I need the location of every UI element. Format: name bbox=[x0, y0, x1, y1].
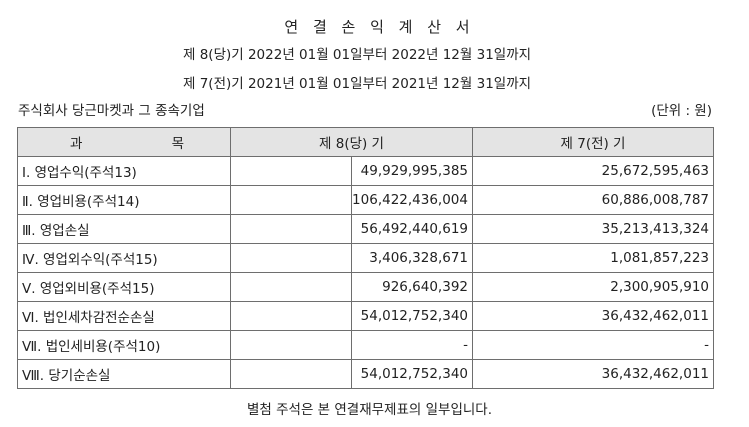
row-prior-value: 36,432,462,011 bbox=[472, 359, 714, 389]
header-current-period: 제 8(당) 기 bbox=[230, 127, 473, 157]
row-label: Ⅰ. 영업수익(주석13) bbox=[17, 156, 231, 186]
unit-label: (단위 : 원) bbox=[651, 103, 712, 119]
row-current-value: 54,012,752,340 bbox=[351, 359, 473, 389]
row-prior-value: - bbox=[472, 330, 714, 360]
table-row: Ⅱ. 영업비용(주석14) 106,422,436,004 60,886,008… bbox=[17, 185, 714, 215]
header-subject: 과 목 bbox=[17, 127, 231, 157]
table-row: Ⅳ. 영업외수익(주석15) 3,406,328,671 1,081,857,2… bbox=[17, 243, 714, 273]
row-label: Ⅳ. 영업외수익(주석15) bbox=[17, 243, 231, 273]
row-current-value: - bbox=[351, 330, 473, 360]
row-prior-value: 35,213,413,324 bbox=[472, 214, 714, 244]
row-current-value: 49,929,995,385 bbox=[351, 156, 473, 186]
row-blank-cell bbox=[230, 243, 352, 273]
period-prior: 제 7(전)기 2021년 01월 01일부터 2021년 12월 31일까지 bbox=[183, 76, 532, 92]
statement-title: 연 결 손 익 계 산 서 bbox=[284, 18, 475, 36]
row-blank-cell bbox=[230, 214, 352, 244]
row-current-value: 56,492,440,619 bbox=[351, 214, 473, 244]
row-prior-value: 25,672,595,463 bbox=[472, 156, 714, 186]
table-row: Ⅶ. 법인세비용(주석10) - - bbox=[17, 330, 714, 360]
row-prior-value: 2,300,905,910 bbox=[472, 272, 714, 302]
row-label: Ⅴ. 영업외비용(주석15) bbox=[17, 272, 231, 302]
row-label: Ⅷ. 당기순손실 bbox=[17, 359, 231, 389]
row-current-value: 926,640,392 bbox=[351, 272, 473, 302]
table-row: Ⅵ. 법인세차감전순손실 54,012,752,340 36,432,462,0… bbox=[17, 301, 714, 331]
row-label: Ⅵ. 법인세차감전순손실 bbox=[17, 301, 231, 331]
table-row: Ⅰ. 영업수익(주석13) 49,929,995,385 25,672,595,… bbox=[17, 156, 714, 186]
row-blank-cell bbox=[230, 272, 352, 302]
period-current: 제 8(당)기 2022년 01월 01일부터 2022년 12월 31일까지 bbox=[183, 47, 532, 63]
row-blank-cell bbox=[230, 301, 352, 331]
row-blank-cell bbox=[230, 156, 352, 186]
row-current-value: 3,406,328,671 bbox=[351, 243, 473, 273]
income-statement-table: 과 목 제 8(당) 기 제 7(전) 기 Ⅰ. 영업수익(주석13) 49,9… bbox=[17, 127, 714, 389]
row-label: Ⅲ. 영업손실 bbox=[17, 214, 231, 244]
footnote: 별첨 주석은 본 연결재무제표의 일부입니다. bbox=[246, 402, 493, 418]
row-label: Ⅶ. 법인세비용(주석10) bbox=[17, 330, 231, 360]
header-prior-period: 제 7(전) 기 bbox=[472, 127, 714, 157]
header-subject-left: 과 bbox=[70, 136, 83, 152]
row-blank-cell bbox=[230, 359, 352, 389]
row-current-value: 106,422,436,004 bbox=[351, 185, 473, 215]
row-blank-cell bbox=[230, 185, 352, 215]
table-row: Ⅷ. 당기순손실 54,012,752,340 36,432,462,011 bbox=[17, 359, 714, 389]
row-label: Ⅱ. 영업비용(주석14) bbox=[17, 185, 231, 215]
row-prior-value: 36,432,462,011 bbox=[472, 301, 714, 331]
row-prior-value: 60,886,008,787 bbox=[472, 185, 714, 215]
company-name: 주식회사 당근마켓과 그 종속기업 bbox=[18, 103, 205, 119]
row-prior-value: 1,081,857,223 bbox=[472, 243, 714, 273]
header-subject-right: 목 bbox=[171, 136, 184, 152]
row-current-value: 54,012,752,340 bbox=[351, 301, 473, 331]
table-header-row: 과 목 제 8(당) 기 제 7(전) 기 bbox=[17, 127, 714, 157]
table-row: Ⅴ. 영업외비용(주석15) 926,640,392 2,300,905,910 bbox=[17, 272, 714, 302]
row-blank-cell bbox=[230, 330, 352, 360]
table-row: Ⅲ. 영업손실 56,492,440,619 35,213,413,324 bbox=[17, 214, 714, 244]
